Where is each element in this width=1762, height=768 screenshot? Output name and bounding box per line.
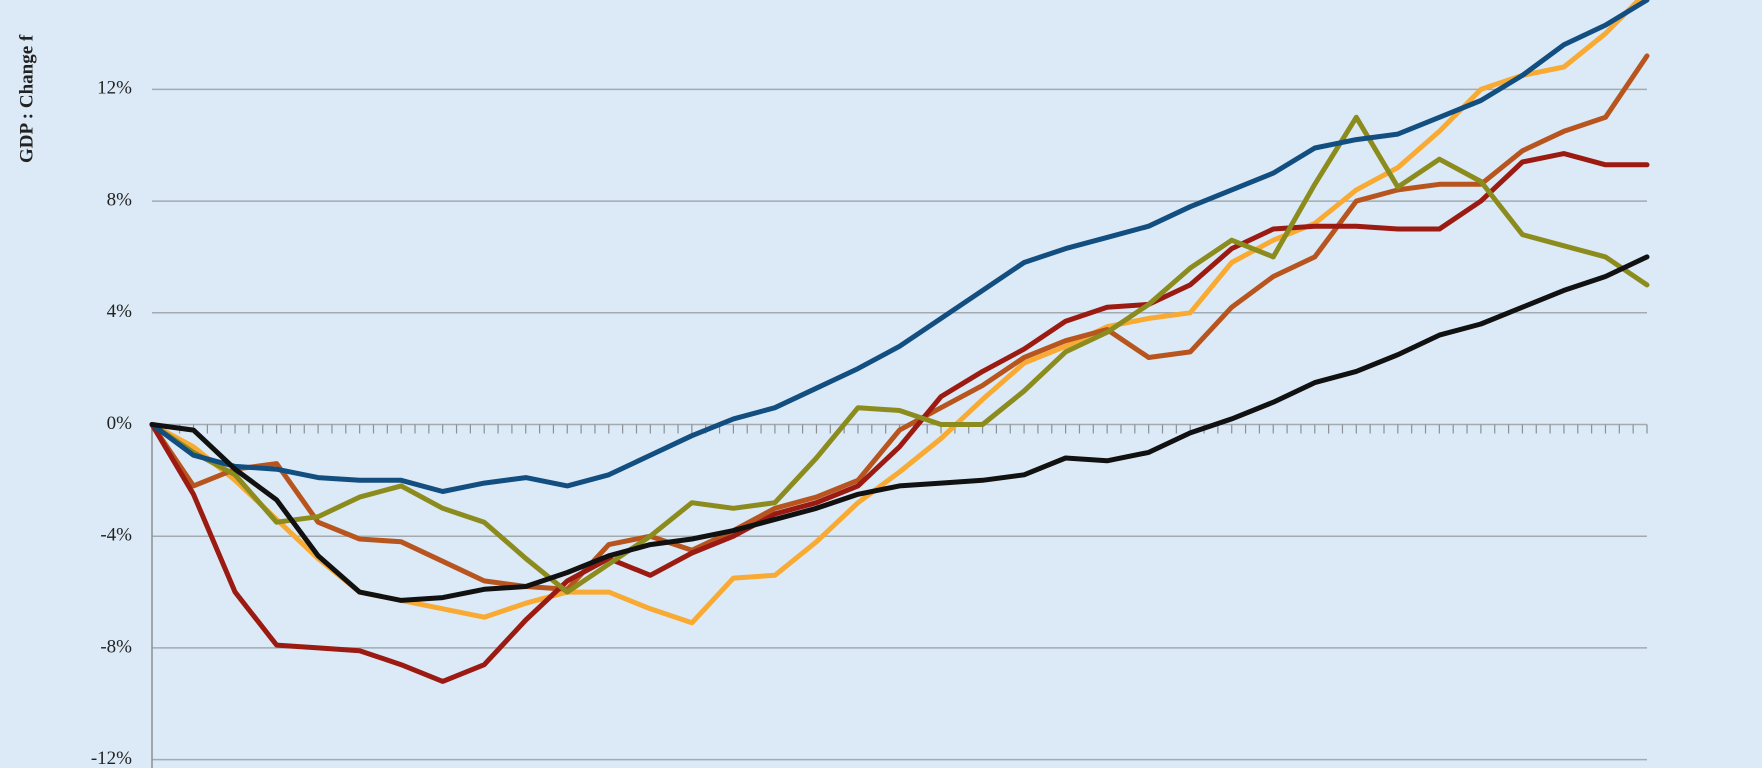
- y-tick-label: -4%: [100, 525, 132, 546]
- y-axis-label: GDP : Change f: [16, 34, 37, 163]
- y-tick-label: 8%: [107, 189, 133, 210]
- y-tick-label: 4%: [107, 301, 133, 322]
- series-line: [149, 151, 1650, 684]
- series-line: [149, 0, 1643, 626]
- series-line: [149, 254, 1650, 603]
- series-line: [149, 53, 1650, 592]
- y-tick-label: 0%: [107, 413, 133, 434]
- y-tick-label: -12%: [91, 748, 132, 768]
- series-line: [149, 114, 1650, 595]
- y-tick-label: -8%: [100, 636, 132, 657]
- y-tick-label: 12%: [97, 78, 132, 99]
- series-line: [149, 0, 1650, 494]
